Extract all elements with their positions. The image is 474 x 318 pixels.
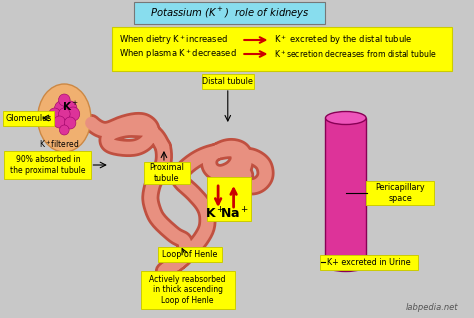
Text: When dietry K$^+$increased: When dietry K$^+$increased xyxy=(119,33,228,47)
Text: Distal tubule: Distal tubule xyxy=(202,77,253,86)
FancyBboxPatch shape xyxy=(4,151,91,179)
Text: K$^+$: K$^+$ xyxy=(62,100,79,113)
FancyBboxPatch shape xyxy=(319,255,419,270)
Circle shape xyxy=(66,107,80,121)
Ellipse shape xyxy=(326,112,366,125)
Circle shape xyxy=(59,125,69,135)
Text: Glomerulus: Glomerulus xyxy=(5,114,52,123)
Text: Potassium (K$^+$)  role of kidneys: Potassium (K$^+$) role of kidneys xyxy=(150,5,310,21)
FancyBboxPatch shape xyxy=(326,118,366,265)
Text: Na$^+$: Na$^+$ xyxy=(220,206,249,222)
Circle shape xyxy=(58,94,70,106)
FancyBboxPatch shape xyxy=(134,2,326,24)
Circle shape xyxy=(64,117,76,129)
Text: K$^+$ excreted by the distal tubule: K$^+$ excreted by the distal tubule xyxy=(274,33,413,47)
FancyBboxPatch shape xyxy=(112,27,452,71)
Circle shape xyxy=(58,108,70,120)
Text: K$^+$secretion decreases from distal tubule: K$^+$secretion decreases from distal tub… xyxy=(274,48,437,60)
FancyBboxPatch shape xyxy=(201,74,254,89)
Ellipse shape xyxy=(38,84,91,152)
Text: K+ excreted in Urine: K+ excreted in Urine xyxy=(327,258,411,267)
Text: Proximal
tubule: Proximal tubule xyxy=(149,163,184,183)
Circle shape xyxy=(64,101,77,115)
Circle shape xyxy=(49,108,60,120)
Circle shape xyxy=(54,116,65,128)
FancyBboxPatch shape xyxy=(207,177,251,221)
Text: 90% absorbed in
the proximal tubule: 90% absorbed in the proximal tubule xyxy=(10,155,86,175)
FancyBboxPatch shape xyxy=(366,181,434,205)
FancyBboxPatch shape xyxy=(141,271,235,309)
Text: K$^+$: K$^+$ xyxy=(205,206,225,222)
Circle shape xyxy=(55,101,68,115)
Text: Loop of Henle: Loop of Henle xyxy=(163,250,218,259)
Ellipse shape xyxy=(326,259,366,272)
Text: labpedia.net: labpedia.net xyxy=(406,303,458,313)
FancyBboxPatch shape xyxy=(144,162,190,184)
Text: Pericapillary
space: Pericapillary space xyxy=(375,183,425,203)
Text: When plasma K$^+$decreased: When plasma K$^+$decreased xyxy=(119,47,237,61)
FancyBboxPatch shape xyxy=(158,247,222,262)
Text: K$^+$filtered: K$^+$filtered xyxy=(39,138,80,150)
Text: Actively reabsorbed
in thick ascending
Loop of Henle: Actively reabsorbed in thick ascending L… xyxy=(149,275,226,305)
FancyBboxPatch shape xyxy=(3,111,54,126)
